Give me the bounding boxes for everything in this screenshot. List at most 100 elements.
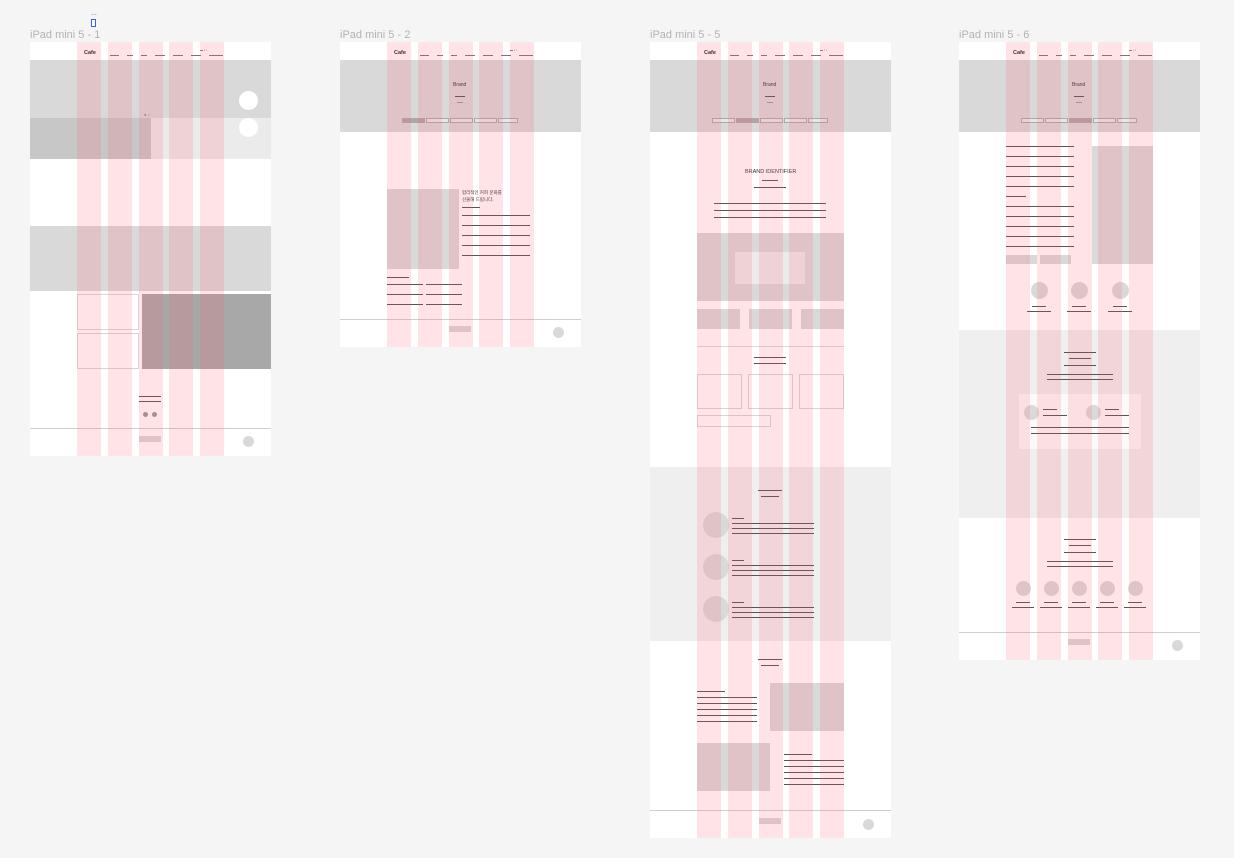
text-line [732, 565, 814, 566]
text-line [426, 294, 462, 295]
text-line [1096, 607, 1118, 608]
member-icon [1128, 581, 1143, 596]
frame-label[interactable]: iPad mini 5 - 5 [650, 29, 721, 41]
text-line [1113, 306, 1127, 307]
text-line [1006, 246, 1074, 247]
info-card[interactable] [697, 415, 771, 427]
artboard-frame-6[interactable]: Cafe ▬ ▪ ▪ Brand [959, 42, 1200, 660]
button-placeholder[interactable] [1006, 255, 1037, 264]
text-line [784, 760, 844, 761]
text-line [1105, 415, 1129, 416]
text-line [462, 235, 530, 236]
slider-prev-button[interactable] [239, 118, 258, 137]
tab-2[interactable] [1045, 118, 1068, 123]
logo: Cafe [84, 50, 96, 56]
tab-1[interactable] [402, 118, 425, 123]
tab-1[interactable] [712, 118, 735, 123]
text-line [1031, 427, 1129, 428]
top-button[interactable] [553, 327, 564, 338]
button-placeholder[interactable] [1040, 255, 1071, 264]
tab-3[interactable] [760, 118, 783, 123]
info-card[interactable] [799, 374, 844, 409]
artboard-frame-2[interactable]: Cafe ▬ ▪ ▪ Brand 합리적인 커피 문화를 선물해 드립니다. [340, 42, 581, 347]
text-line [139, 396, 161, 397]
text-line [1031, 433, 1129, 434]
avatar [1024, 405, 1039, 420]
store-image [697, 743, 770, 791]
tab-5[interactable] [808, 118, 828, 123]
identity-logo-box [735, 252, 805, 284]
info-card[interactable] [748, 374, 793, 409]
frame-label[interactable]: iPad mini 5 - 2 [340, 29, 411, 41]
text-line [761, 496, 779, 497]
content-image [1092, 146, 1153, 264]
text-line [462, 245, 530, 246]
logo: Cafe [394, 50, 406, 56]
top-button[interactable] [243, 436, 254, 447]
main-nav [110, 55, 225, 61]
promo-section [30, 226, 271, 291]
text-line [426, 304, 462, 305]
text-line [758, 659, 782, 660]
top-button[interactable] [863, 819, 874, 830]
top-button[interactable] [1172, 640, 1183, 651]
frame-label[interactable]: iPad mini 5 - 6 [959, 29, 1030, 41]
selection-indicator: ... [91, 10, 97, 17]
tab-3[interactable] [450, 118, 473, 123]
text-line [1027, 311, 1051, 312]
text-line [1047, 374, 1113, 375]
hero-title: Brand [453, 82, 467, 88]
info-card[interactable] [697, 374, 742, 409]
review-card[interactable] [1019, 394, 1141, 449]
tab-1[interactable] [1021, 118, 1044, 123]
text-line [1072, 306, 1086, 307]
menu-card[interactable] [77, 333, 139, 369]
text-line [732, 560, 744, 561]
utility-links: ▬ ▪ ▪ [200, 48, 207, 52]
text-line [754, 357, 786, 358]
text-line [1006, 216, 1074, 217]
text-line [761, 665, 779, 666]
tab-5[interactable] [1117, 118, 1137, 123]
text-line [1072, 602, 1086, 603]
tab-2[interactable] [426, 118, 449, 123]
text-line [754, 363, 786, 364]
text-line [697, 703, 757, 704]
divider [697, 346, 844, 347]
artboard-frame-1[interactable]: Cafe ▬ ▪ ▪ ● ○ [30, 42, 271, 456]
text-line [1064, 365, 1096, 366]
artboard-frame-5[interactable]: Cafe ▬ ▪ ▪ Brand BRAND IDENTIFIER [650, 42, 891, 838]
text-line [1128, 602, 1142, 603]
text-line [784, 778, 844, 779]
text-line [1064, 352, 1096, 353]
tab-4[interactable] [474, 118, 497, 123]
tab-5[interactable] [498, 118, 518, 123]
content-image [387, 189, 459, 269]
hero-title: Brand [1072, 82, 1086, 88]
tab-4[interactable] [1093, 118, 1116, 123]
tab-3[interactable] [1069, 118, 1092, 123]
menu-card[interactable] [77, 294, 139, 330]
tab-2[interactable] [736, 118, 759, 123]
selection-handle[interactable] [91, 19, 96, 27]
text-line [1068, 607, 1090, 608]
utility-links: ▬ ▪ ▪ [820, 48, 827, 52]
text-line [732, 570, 814, 571]
history-icon [703, 596, 729, 622]
logo: Cafe [704, 50, 716, 56]
text-line [732, 612, 814, 613]
text-line [1006, 226, 1074, 227]
text-line [1124, 607, 1146, 608]
swatch [749, 309, 792, 329]
text-line [1006, 236, 1074, 237]
slider-dots: ● ○ [144, 112, 150, 117]
swatch [801, 309, 844, 329]
text-line [462, 225, 530, 226]
frame-label[interactable]: iPad mini 5 - 1 [30, 29, 101, 41]
slider-next-button[interactable] [239, 91, 258, 110]
text-line [1108, 311, 1132, 312]
member-icon [1044, 581, 1059, 596]
footer-logo [759, 818, 781, 824]
feature-icon [1112, 282, 1129, 299]
tab-4[interactable] [784, 118, 807, 123]
